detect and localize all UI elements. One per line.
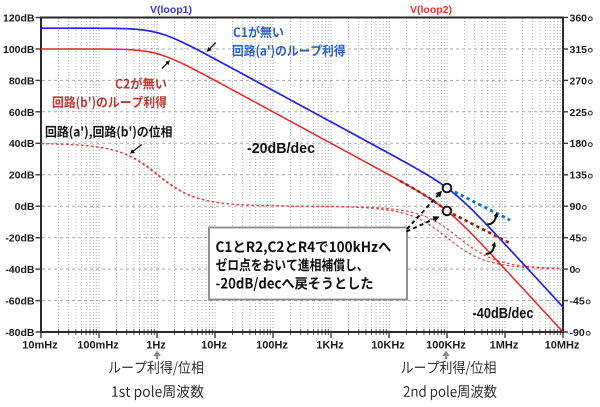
svg-text:10Hz: 10Hz bbox=[201, 340, 227, 352]
svg-text:V(loop1): V(loop1) bbox=[150, 4, 192, 16]
svg-text:315: 315 bbox=[570, 44, 588, 56]
svg-text:1KHz: 1KHz bbox=[316, 340, 344, 352]
svg-text:100KHz: 100KHz bbox=[426, 340, 466, 352]
svg-text:1MHz: 1MHz bbox=[490, 340, 519, 352]
svg-text:60dB: 60dB bbox=[9, 107, 35, 119]
svg-text:10mHz: 10mHz bbox=[22, 340, 58, 352]
svg-text:100Hz: 100Hz bbox=[256, 340, 288, 352]
svg-text:270: 270 bbox=[570, 75, 588, 87]
svg-text:10KHz: 10KHz bbox=[371, 340, 405, 352]
svg-text:40dB: 40dB bbox=[9, 138, 35, 150]
svg-text:-40dB: -40dB bbox=[5, 264, 35, 276]
svg-text:-40dB/dec: -40dB/dec bbox=[473, 306, 534, 322]
svg-text:10MHz: 10MHz bbox=[545, 340, 580, 352]
svg-text:-20dB/dec: -20dB/dec bbox=[247, 141, 315, 157]
svg-text:-20dB: -20dB bbox=[5, 233, 35, 245]
svg-text:-45: -45 bbox=[570, 295, 585, 307]
svg-text:100mHz: 100mHz bbox=[77, 340, 119, 352]
svg-text:-80dB: -80dB bbox=[5, 327, 35, 339]
svg-text:0dB: 0dB bbox=[15, 201, 35, 213]
svg-text:0: 0 bbox=[570, 264, 576, 276]
svg-text:100dB: 100dB bbox=[3, 44, 35, 56]
svg-text:360: 360 bbox=[570, 12, 588, 24]
svg-text:80dB: 80dB bbox=[9, 75, 35, 87]
svg-text:-60dB: -60dB bbox=[5, 295, 35, 307]
svg-text:180: 180 bbox=[570, 138, 588, 150]
svg-text:-90: -90 bbox=[570, 327, 585, 339]
svg-text:225: 225 bbox=[570, 107, 588, 119]
svg-text:1Hz: 1Hz bbox=[146, 340, 166, 352]
svg-text:135: 135 bbox=[570, 170, 588, 182]
svg-text:20dB: 20dB bbox=[9, 170, 35, 182]
svg-text:V(loop2): V(loop2) bbox=[410, 4, 452, 16]
svg-text:45: 45 bbox=[570, 233, 582, 245]
svg-text:90: 90 bbox=[570, 201, 582, 213]
svg-text:120dB: 120dB bbox=[3, 12, 35, 24]
